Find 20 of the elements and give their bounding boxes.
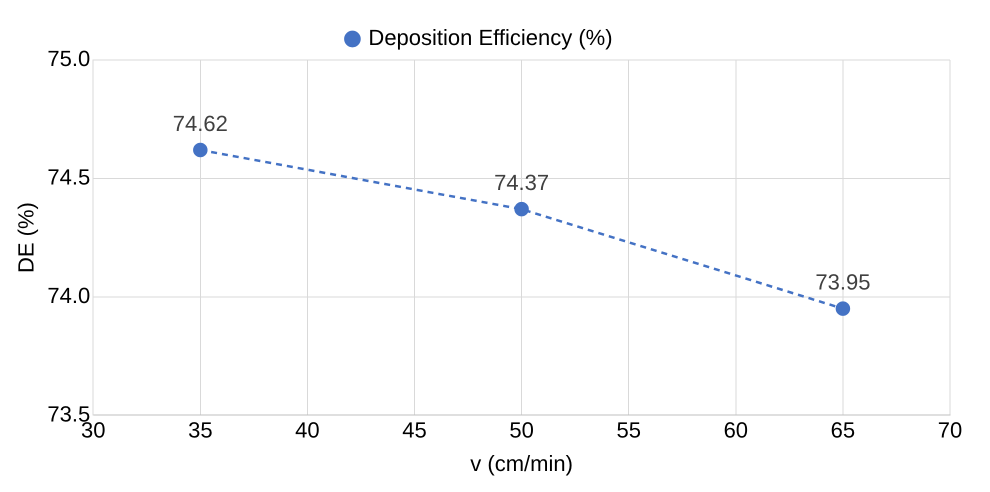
x-tick-label: 65: [830, 417, 856, 442]
point: [193, 142, 208, 158]
x-tick-label: 55: [616, 417, 641, 442]
legend-label: Deposition Efficiency (%): [368, 25, 613, 50]
point: [514, 202, 529, 216]
y-axis-title: DE (%): [13, 202, 38, 274]
x-axis-title: v (cm/min): [470, 450, 573, 476]
x-tick-label: 40: [295, 417, 320, 442]
y-tick-label: 74.5: [47, 164, 90, 190]
x-tick-label: 70: [938, 417, 962, 442]
x-tick-label: 50: [509, 417, 534, 442]
point: [836, 301, 850, 316]
data-label: 74.62: [172, 111, 228, 136]
data-label: 73.95: [815, 270, 870, 295]
x-tick-label: 35: [188, 417, 213, 442]
x-tick-label: 60: [724, 417, 748, 442]
y-tick-label: 75.0: [47, 46, 90, 72]
data-label: 74.37: [494, 170, 550, 196]
y-tick-label: 74.0: [47, 282, 90, 308]
x-tick-label: 45: [402, 417, 427, 442]
